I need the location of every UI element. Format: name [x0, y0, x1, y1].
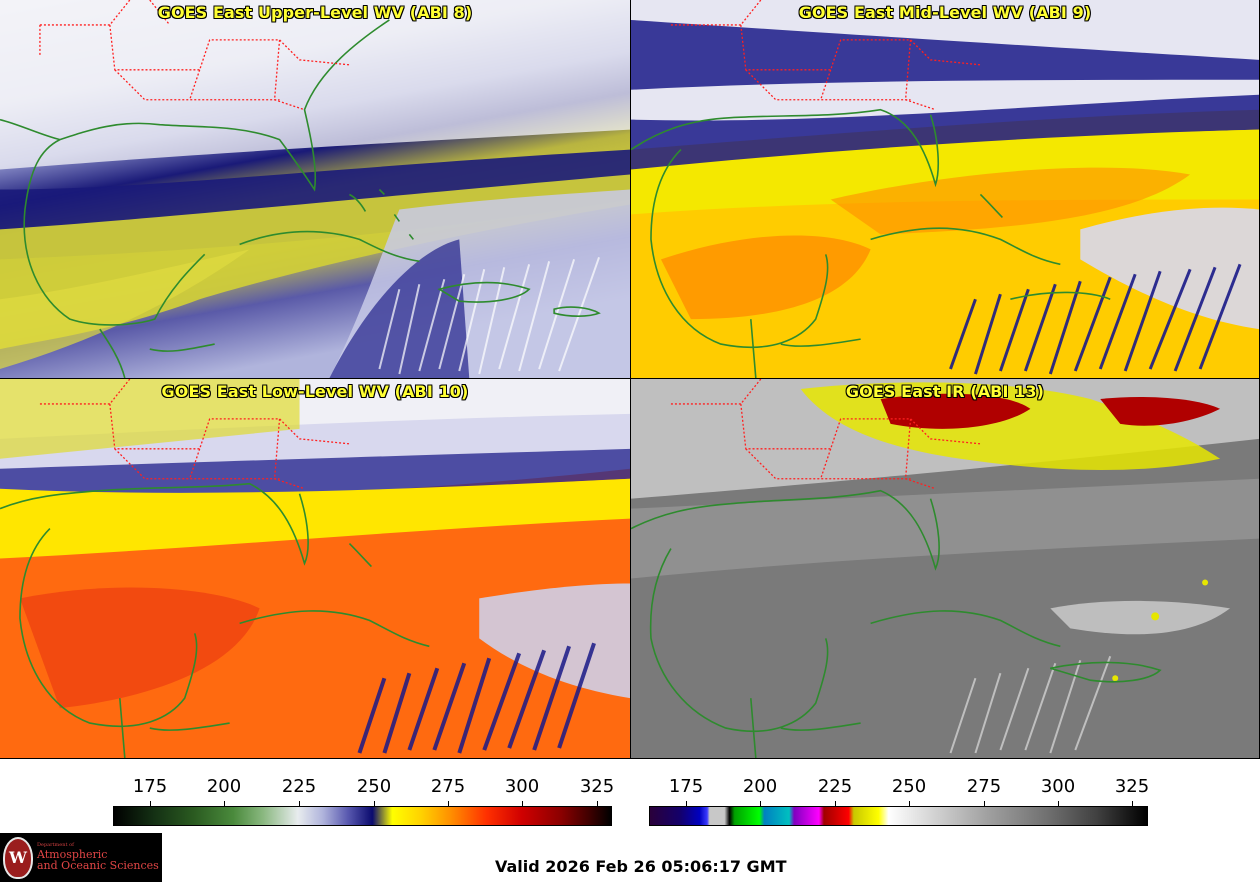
colorbar-tick-label: 225: [817, 776, 853, 797]
colorbar-gradient: [113, 806, 612, 826]
valid-time: Valid 2026 Feb 26 05:06:17 GMT: [495, 857, 787, 876]
colorbar-tick: [299, 801, 300, 806]
panel-title: GOES East IR (ABI 13): [845, 382, 1045, 401]
panel-low-level-wv: GOES East Low-Level WV (ABI 10): [0, 379, 631, 759]
panel-title: GOES East Mid-Level WV (ABI 9): [798, 3, 1092, 22]
panel-title: GOES East Low-Level WV (ABI 10): [161, 382, 469, 401]
colorbar-tick: [597, 801, 598, 806]
colorbar-tick-label: 200: [742, 776, 778, 797]
panel-ir: GOES East IR (ABI 13): [631, 379, 1260, 759]
colorbar-tick-label: 175: [132, 776, 168, 797]
colorbar-tick-label: 300: [1040, 776, 1076, 797]
upper-level-wv-image: [0, 0, 630, 378]
colorbar-tick: [224, 801, 225, 806]
colorbar-gradient: [649, 806, 1148, 826]
colorbar-tick: [1058, 801, 1059, 806]
colorbar-wv: 175 200 225 250 275 300 325: [113, 772, 615, 827]
mid-level-wv-image: [631, 0, 1259, 378]
colorbar-tick-label: 275: [966, 776, 1002, 797]
colorbar-tick-label: 275: [430, 776, 466, 797]
colorbar-tick: [760, 801, 761, 806]
panel-mid-level-wv: GOES East Mid-Level WV (ABI 9): [631, 0, 1260, 379]
colorbar-tick: [374, 801, 375, 806]
colorbar-tick: [522, 801, 523, 806]
ir-image: [631, 379, 1259, 758]
logo-text: Department of Atmospheric and Oceanic Sc…: [37, 842, 159, 873]
panel-title: GOES East Upper-Level WV (ABI 8): [157, 3, 473, 22]
colorbar-tick: [835, 801, 836, 806]
colorbar-tick: [686, 801, 687, 806]
colorbar-tick: [1132, 801, 1133, 806]
colorbar-tick: [909, 801, 910, 806]
uw-seal-icon: W: [3, 836, 33, 879]
colorbar-tick-label: 225: [281, 776, 317, 797]
low-level-wv-image: [0, 379, 630, 758]
colorbar-tick: [150, 801, 151, 806]
aos-logo: W Department of Atmospheric and Oceanic …: [0, 833, 162, 882]
colorbar-tick-label: 250: [356, 776, 392, 797]
colorbar-tick-label: 325: [1114, 776, 1150, 797]
colorbar-tick-label: 175: [668, 776, 704, 797]
colorbar-tick-label: 325: [579, 776, 615, 797]
colorbar-tick: [984, 801, 985, 806]
colorbar-tick-label: 200: [206, 776, 242, 797]
logo-line-1: Atmospheric: [37, 847, 108, 861]
logo-dept: Department of: [37, 842, 74, 849]
colorbar-ir: 175 200 225 250 275 300 325: [649, 772, 1150, 827]
panel-upper-level-wv: GOES East Upper-Level WV (ABI 8): [0, 0, 631, 379]
colorbar-tick-label: 250: [891, 776, 927, 797]
colorbar-tick-label: 300: [504, 776, 540, 797]
colorbar-tick: [448, 801, 449, 806]
logo-line-2: and Oceanic Sciences: [37, 859, 159, 873]
